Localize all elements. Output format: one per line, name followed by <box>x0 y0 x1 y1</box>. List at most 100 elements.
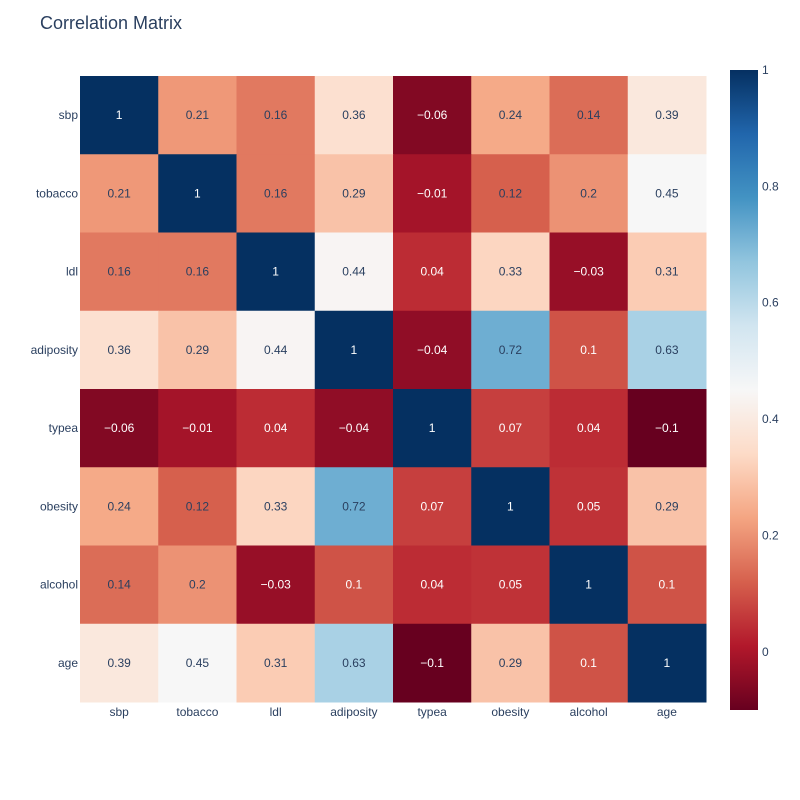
cell-value-alcohol-ldl: −0.03 <box>260 578 291 592</box>
cell-value-tobacco-tobacco: 1 <box>194 186 201 200</box>
heatmap-cell-age-obesity <box>471 623 550 703</box>
x-tick-typea: typea <box>417 705 447 719</box>
cell-value-obesity-sbp: 0.24 <box>107 499 131 513</box>
y-tick-sbp: sbp <box>59 108 79 122</box>
y-tick-ldl: ldl <box>66 265 78 279</box>
heatmap-cell-typea-ldl <box>236 389 316 468</box>
heatmap-cell-tobacco-age <box>627 154 707 233</box>
heatmap-cell-tobacco-adiposity <box>314 154 394 233</box>
cell-value-tobacco-sbp: 0.21 <box>107 186 131 200</box>
heatmap-cell-ldl-obesity <box>471 232 550 312</box>
cell-value-sbp-typea: −0.06 <box>417 108 448 122</box>
cell-value-adiposity-age: 0.63 <box>655 343 679 357</box>
colorbar-tick-labels: 0 0.2 0.4 0.6 0.8 1 <box>762 63 779 659</box>
heatmap-cell-tobacco-obesity <box>471 154 550 233</box>
cell-value-alcohol-tobacco: 0.2 <box>189 578 206 592</box>
heatmap-cell-ldl-sbp <box>80 232 159 312</box>
x-tick-ldl: ldl <box>270 705 282 719</box>
cell-value-sbp-age: 0.39 <box>655 108 679 122</box>
cell-value-adiposity-ldl: 0.44 <box>264 343 288 357</box>
cell-value-tobacco-age: 0.45 <box>655 186 679 200</box>
heatmap-cell-ldl-tobacco <box>158 232 237 312</box>
cell-value-obesity-typea: 0.07 <box>420 499 444 513</box>
cell-value-sbp-tobacco: 0.21 <box>186 108 210 122</box>
heatmap-cell-adiposity-typea <box>393 310 472 390</box>
cell-value-typea-obesity: 0.07 <box>499 421 523 435</box>
heatmap-cell-tobacco-sbp <box>80 154 159 233</box>
cell-value-typea-sbp: −0.06 <box>104 421 135 435</box>
y-tick-typea: typea <box>49 421 79 435</box>
cell-value-typea-tobacco: −0.01 <box>182 421 213 435</box>
x-axis-tick-labels: sbp tobacco ldl adiposity typea obesity alcoho… <box>109 705 677 719</box>
y-tick-alcohol: alcohol <box>40 578 78 592</box>
heatmap-cell-sbp-obesity <box>471 76 550 155</box>
heatmap-cell-age-ldl <box>236 623 316 703</box>
cell-value-typea-ldl: 0.04 <box>264 421 288 435</box>
heatmap-cell-adiposity-ldl <box>236 310 316 390</box>
cell-value-ldl-typea: 0.04 <box>420 265 444 279</box>
heatmap-cell-alcohol-alcohol <box>549 545 629 625</box>
heatmap-cell-adiposity-sbp <box>80 310 159 390</box>
cell-value-alcohol-typea: 0.04 <box>420 578 444 592</box>
heatmap-cell-alcohol-tobacco <box>158 545 237 625</box>
cell-value-obesity-tobacco: 0.12 <box>186 499 210 513</box>
heatmap-cell-typea-sbp <box>80 389 159 468</box>
cell-value-adiposity-obesity: 0.72 <box>499 343 523 357</box>
heatmap-cell-obesity-sbp <box>80 467 159 546</box>
heatmap-cell-adiposity-obesity <box>471 310 550 390</box>
cell-value-alcohol-alcohol: 1 <box>585 578 592 592</box>
cell-value-ldl-tobacco: 0.16 <box>186 265 210 279</box>
heatmap-cell-obesity-tobacco <box>158 467 237 546</box>
colorbar-tick-0-2: 0.2 <box>762 528 779 542</box>
cell-value-age-alcohol: 0.1 <box>580 656 597 670</box>
cell-value-alcohol-age: 0.1 <box>659 578 676 592</box>
heatmap-cell-typea-obesity <box>471 389 550 468</box>
heatmap-cell-age-alcohol <box>549 623 629 703</box>
cell-value-obesity-age: 0.29 <box>655 499 679 513</box>
cell-value-alcohol-sbp: 0.14 <box>107 578 131 592</box>
heatmap-cell-sbp-tobacco <box>158 76 237 155</box>
cell-value-ldl-obesity: 0.33 <box>499 265 523 279</box>
heatmap-cell-sbp-alcohol <box>549 76 629 155</box>
cell-value-tobacco-adiposity: 0.29 <box>342 186 366 200</box>
cell-value-typea-alcohol: 0.04 <box>577 421 601 435</box>
cell-value-obesity-obesity: 1 <box>507 499 514 513</box>
colorbar-tick-1: 1 <box>762 63 769 77</box>
x-tick-alcohol: alcohol <box>570 705 608 719</box>
cell-value-alcohol-obesity: 0.05 <box>499 578 523 592</box>
y-tick-obesity: obesity <box>40 499 78 513</box>
cell-value-sbp-obesity: 0.24 <box>499 108 523 122</box>
heatmap-cell-sbp-ldl <box>236 76 316 155</box>
cell-value-age-tobacco: 0.45 <box>186 656 210 670</box>
cell-value-tobacco-typea: −0.01 <box>417 186 448 200</box>
cell-value-adiposity-adiposity: 1 <box>351 343 358 357</box>
cell-value-sbp-alcohol: 0.14 <box>577 108 601 122</box>
heatmap-cell-obesity-typea <box>393 467 472 546</box>
cell-value-tobacco-ldl: 0.16 <box>264 186 288 200</box>
heatmap-cell-tobacco-alcohol <box>549 154 629 233</box>
cell-value-age-typea: −0.1 <box>420 656 444 670</box>
cell-value-adiposity-sbp: 0.36 <box>107 343 131 357</box>
heatmap-cell-ldl-adiposity <box>314 232 394 312</box>
cell-value-obesity-adiposity: 0.72 <box>342 499 366 513</box>
cell-value-typea-age: −0.1 <box>655 421 679 435</box>
cell-value-ldl-adiposity: 0.44 <box>342 265 366 279</box>
heatmap-cell-obesity-obesity <box>471 467 550 546</box>
heatmap-cell-age-typea <box>393 623 472 703</box>
heatmap-cell-tobacco-ldl <box>236 154 316 233</box>
heatmap-cells <box>80 76 707 703</box>
heatmap-cell-alcohol-adiposity <box>314 545 394 625</box>
heatmap-cell-obesity-adiposity <box>314 467 394 546</box>
heatmap-cell-adiposity-adiposity <box>314 310 394 390</box>
heatmap-cell-age-sbp <box>80 623 159 703</box>
cell-value-obesity-alcohol: 0.05 <box>577 499 601 513</box>
heatmap-cell-typea-typea <box>393 389 472 468</box>
cell-value-sbp-sbp: 1 <box>116 108 123 122</box>
heatmap-cell-typea-alcohol <box>549 389 629 468</box>
heatmap-cell-typea-tobacco <box>158 389 237 468</box>
cell-value-sbp-ldl: 0.16 <box>264 108 288 122</box>
x-tick-age: age <box>657 705 677 719</box>
colorbar-tick-0-8: 0.8 <box>762 179 779 193</box>
heatmap-cell-labels: 1 0.21 0.16 0.36 −0.06 0.24 0.14 0.390.21 1 0.16 0… <box>104 108 679 670</box>
colorbar <box>730 70 758 710</box>
